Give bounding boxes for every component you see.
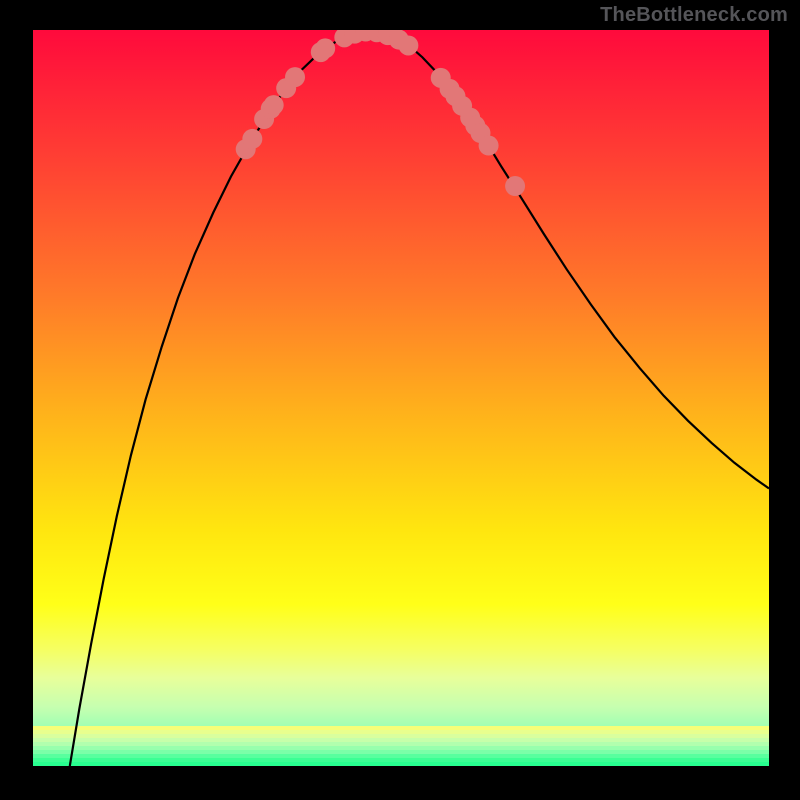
- plot-area: [33, 30, 769, 766]
- marker-point: [398, 35, 418, 55]
- marker-point: [315, 38, 335, 58]
- page-root: TheBottleneck.com: [0, 0, 800, 800]
- watermark-text: TheBottleneck.com: [600, 4, 788, 27]
- marker-point: [242, 129, 262, 149]
- marker-layer: [33, 30, 769, 766]
- marker-point: [285, 67, 305, 87]
- marker-point: [505, 176, 525, 196]
- marker-point: [479, 136, 499, 156]
- marker-point: [264, 95, 284, 115]
